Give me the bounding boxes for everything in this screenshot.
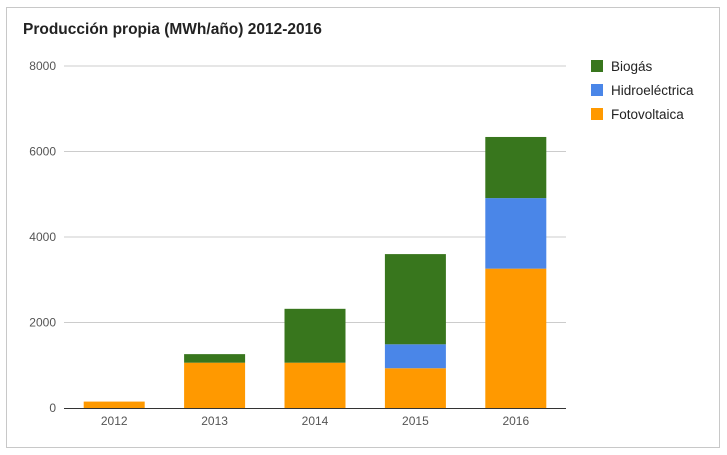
bar-hidroeléctrica-2015[interactable] [384,344,446,369]
x-tick-label: 2016 [502,414,529,428]
chart-frame [6,7,720,448]
bar-fotovoltaica-2016[interactable] [485,268,547,408]
bar-biogás-2016[interactable] [485,136,547,199]
bar-fotovoltaica-2013[interactable] [184,362,246,408]
x-tick-label: 2012 [101,414,128,428]
y-tick-label: 8000 [29,59,56,73]
bar-fotovoltaica-2014[interactable] [284,362,346,408]
bar-fotovoltaica-2012[interactable] [83,401,145,408]
legend-label: Hidroeléctrica [611,83,694,98]
legend-label: Biogás [611,59,653,74]
chart-title: Producción propia (MWh/año) 2012-2016 [23,21,322,38]
y-tick-label: 0 [49,401,56,415]
x-tick-label: 2015 [402,414,429,428]
legend-label: Fotovoltaica [611,107,684,122]
legend: Biogás Hidroeléctrica Fotovoltaica [591,59,694,122]
bar-fotovoltaica-2015[interactable] [384,368,446,408]
y-axis-ticks: 0 2000 4000 6000 8000 [29,59,56,415]
bar-hidroeléctrica-2016[interactable] [485,198,547,269]
x-axis: 2012 2013 2014 2015 2016 [64,408,566,428]
y-tick-label: 6000 [29,145,56,159]
x-tick-label: 2014 [302,414,329,428]
legend-swatch [591,84,603,96]
legend-swatch [591,108,603,120]
bars [83,136,547,408]
bar-biogás-2014[interactable] [284,308,346,363]
x-tick-label: 2013 [201,414,228,428]
y-tick-label: 2000 [29,316,56,330]
legend-swatch [591,60,603,72]
bar-biogás-2013[interactable] [184,354,246,363]
bar-biogás-2015[interactable] [384,254,446,345]
y-tick-label: 4000 [29,230,56,244]
